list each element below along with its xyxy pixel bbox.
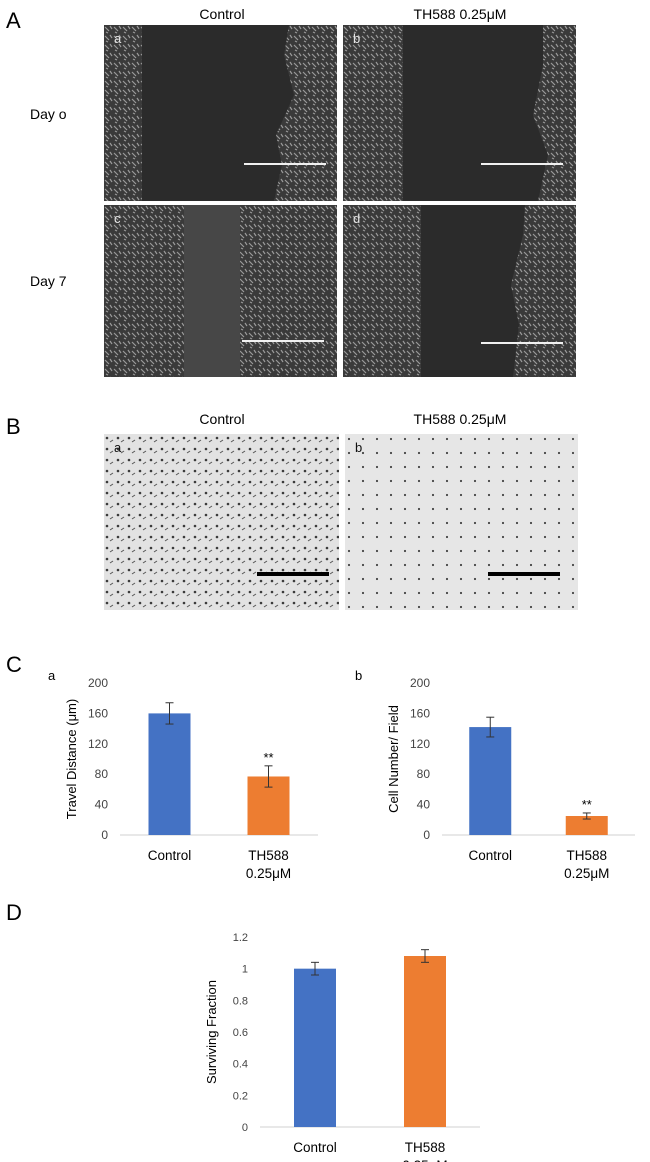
significance-marker: ** — [582, 797, 592, 812]
sub-label-b: b — [355, 440, 363, 455]
y-tick-label: 0.4 — [233, 1059, 248, 1071]
y-tick-label: 120 — [410, 737, 430, 751]
y-tick-label: 200 — [88, 676, 108, 690]
y-tick-label: 120 — [88, 737, 108, 751]
bar-1 — [404, 956, 446, 1127]
transwell-image-a-control: a — [104, 434, 339, 610]
panel-b-col-header-control: Control — [199, 411, 245, 427]
scale-bar — [481, 342, 563, 344]
micrograph-c-day7-control: c — [104, 205, 337, 377]
cell-texture — [104, 25, 337, 201]
scale-bar — [242, 340, 324, 342]
transwell-image-b-th588: b — [345, 434, 578, 610]
panel-b-col-header-th588: TH588 0.25μM — [413, 411, 507, 427]
cell-texture — [104, 434, 339, 610]
panel-a-letter: A — [6, 8, 21, 33]
x-category-label: 0.25μM — [402, 1158, 447, 1162]
panel-d-letter: D — [6, 900, 22, 925]
y-tick-label: 80 — [95, 767, 109, 781]
scale-bar — [481, 163, 563, 165]
y-tick-label: 0.8 — [233, 995, 248, 1007]
x-category-label: 0.25μM — [564, 866, 609, 881]
chart-c-a: a 0 40 80 120 160 200 Travel Distance (μm) Contr… — [48, 668, 318, 881]
x-category-label: Control — [293, 1140, 337, 1155]
panel-a-col-header-control: Control — [199, 6, 245, 22]
y-tick-label: 0.2 — [233, 1090, 248, 1102]
panel-a-col-header-th588: TH588 0.25μM — [413, 6, 507, 22]
chart-sub-label: a — [48, 668, 56, 683]
y-tick-label: 1.2 — [233, 932, 248, 944]
y-tick-label: 80 — [417, 767, 431, 781]
sub-label-d: d — [353, 211, 361, 226]
scale-bar — [257, 572, 329, 576]
panel-a-row-label-day7: Day 7 — [30, 273, 67, 289]
y-tick-label: 0.6 — [233, 1027, 248, 1039]
x-category-label: Control — [148, 848, 192, 863]
significance-marker: ** — [263, 750, 273, 765]
bar-1 — [565, 816, 608, 835]
cell-texture — [104, 205, 337, 377]
bar-0 — [294, 968, 336, 1127]
y-axis-label: Surviving Fraction — [204, 980, 219, 1084]
panel-c-letter: C — [6, 652, 22, 677]
y-tick-label: 160 — [88, 706, 108, 720]
panel-b-letter: B — [6, 414, 21, 439]
y-tick-label: 160 — [410, 706, 430, 720]
x-category-label: Control — [468, 848, 512, 863]
panel-a-row-label-day0: Day o — [30, 106, 67, 122]
chart-d: 0 0.2 0.4 0.6 0.8 1 1.2 Surviving Fraction Contr… — [204, 932, 480, 1162]
chart-sub-label: b — [355, 668, 362, 683]
micrograph-b-day0-th588: b — [343, 25, 576, 201]
x-category-label: 0.25μM — [246, 866, 291, 881]
scale-bar — [244, 163, 326, 165]
cell-texture — [343, 205, 576, 377]
sub-label-a: a — [114, 31, 122, 46]
sub-label-c: c — [114, 211, 121, 226]
bar-0 — [148, 713, 191, 835]
scale-bar — [488, 572, 560, 576]
chart-c-b: b 0 40 80 120 160 200 Cell Number/ Field Control… — [355, 668, 635, 881]
x-category-label: TH588 — [405, 1140, 446, 1155]
y-axis-label: Cell Number/ Field — [386, 705, 401, 813]
cell-texture — [343, 25, 576, 201]
sub-label-b: b — [353, 31, 361, 46]
y-axis-label: Travel Distance (μm) — [64, 699, 79, 819]
y-tick-label: 40 — [95, 798, 109, 812]
micrograph-a-day0-control: a — [104, 25, 337, 201]
y-tick-label: 0 — [242, 1122, 248, 1134]
cell-texture — [345, 434, 578, 610]
y-tick-label: 40 — [417, 798, 431, 812]
x-category-label: TH588 — [566, 848, 607, 863]
y-tick-label: 200 — [410, 676, 430, 690]
y-tick-label: 0 — [101, 828, 108, 842]
y-tick-label: 0 — [423, 828, 430, 842]
micrograph-d-day7-th588: d — [343, 205, 576, 377]
x-category-label: TH588 — [248, 848, 289, 863]
y-tick-label: 1 — [242, 964, 248, 976]
bar-0 — [469, 727, 512, 835]
sub-label-a: a — [114, 440, 122, 455]
